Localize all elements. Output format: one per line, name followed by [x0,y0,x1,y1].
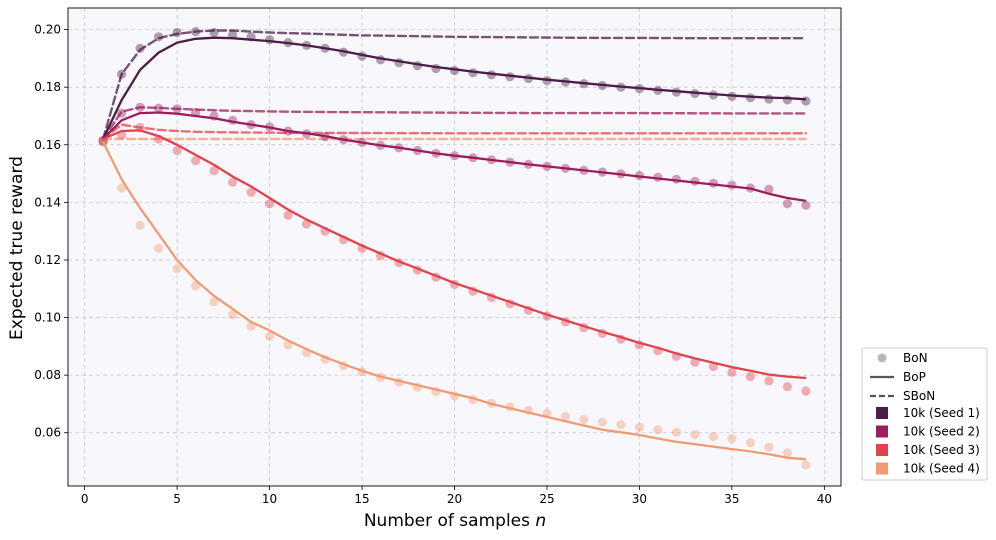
bon-point-seed-3 [209,166,219,176]
bon-point-seed-4 [209,297,219,307]
bon-point-seed-2 [764,184,774,194]
bon-point-seed-4 [228,310,238,320]
bon-point-seed-4 [727,433,737,444]
sbon-line-seed-1 [101,29,808,141]
bon-point-seed-3 [782,382,793,392]
x-tick-label: 5 [173,492,181,506]
sbon-lines [101,29,808,141]
bon-point-seed-4 [782,448,793,458]
legend-label-seed-2: 10k (Seed 2) [903,425,980,439]
bon-point-seed-3 [727,367,737,377]
x-tick-label: 25 [539,492,554,506]
bon-point-seed-4 [117,183,127,193]
bon-point-seed-3 [228,177,238,187]
legend-bop-label: BoP [903,370,926,384]
y-axis-label: Expected true reward [7,156,27,340]
bop-line-seed-3 [102,129,806,380]
bop-line-seed-2 [102,111,807,203]
y-tick-label: 0.08 [34,368,61,382]
y-tick-label: 0.18 [34,80,61,94]
sbon-line-seed-3 [101,123,808,141]
x-axis: 0 5 10 15 20 25 30 35 40 [81,486,832,506]
bon-point-seed-1 [209,27,219,38]
bon-point-seed-1 [801,96,811,106]
bon-point-seed-2 [172,104,182,114]
bon-point-seed-4 [560,412,571,422]
bon-point-seed-3 [801,386,811,396]
legend-swatch-seed-4 [876,462,888,475]
x-tick-label: 0 [81,492,89,506]
bon-point-seed-2 [154,103,164,113]
y-tick-label: 0.20 [34,23,61,37]
bon-point-seed-1 [782,95,793,105]
bon-point-seed-4 [801,460,811,470]
legend-swatch-seed-1 [876,407,888,419]
bop-line-seed-4 [102,141,806,461]
bon-point-seed-4 [653,425,663,435]
bon-point-seed-2 [117,108,127,118]
bon-point-seed-1 [117,69,127,79]
grid [68,8,841,486]
bon-point-seed-3 [745,372,756,382]
x-tick-label: 10 [262,492,277,506]
x-tick-label: 40 [817,492,832,506]
bon-point-seed-3 [172,145,182,156]
bon-point-seed-4 [579,414,589,425]
legend: BoN BoP SBoN 10k (Seed 1) 10k (Seed 2) 10k… [861,347,988,481]
x-axis-label: Number of samples n [364,511,546,531]
bon-point-seed-1 [154,32,164,42]
bon-point-seed-1 [172,27,182,38]
y-tick-label: 0.14 [34,195,61,209]
x-tick-label: 30 [632,492,647,506]
bon-markers [98,27,811,470]
x-tick-label: 35 [724,492,739,506]
y-axis: 0.06 0.08 0.10 0.12 0.14 0.16 0.18 0.20 [34,23,68,440]
bon-point-seed-1 [764,94,774,104]
legend-label-seed-1: 10k (Seed 1) [903,406,980,420]
legend-swatch-seed-2 [876,425,888,438]
bon-point-seed-4 [154,243,164,253]
bon-point-seed-4 [634,422,645,432]
bon-point-seed-3 [246,187,256,197]
legend-sbon-label: SBoN [903,389,935,403]
bon-point-seed-1 [135,43,145,53]
bon-point-seed-3 [764,376,774,386]
bop-lines [102,36,807,461]
legend-label-seed-4: 10k (Seed 4) [903,462,980,476]
bon-point-seed-4 [690,429,700,440]
y-tick-label: 0.06 [34,426,61,440]
bon-point-seed-4 [135,220,145,230]
bon-point-seed-1 [191,27,201,37]
bon-point-seed-4 [616,420,626,430]
bon-point-seed-2 [801,200,811,210]
legend-bon-marker [877,353,887,363]
bon-point-seed-2 [782,199,793,209]
bon-point-seed-4 [172,264,182,274]
y-tick-label: 0.12 [34,253,61,267]
y-tick-label: 0.16 [34,138,61,152]
bon-point-seed-4 [597,417,608,427]
x-tick-label: 15 [354,492,369,506]
bon-point-seed-4 [764,442,774,452]
legend-bon-label: BoN [903,351,928,365]
bon-point-seed-2 [135,102,145,112]
bon-point-seed-3 [283,210,293,220]
bop-line-seed-1 [102,36,806,140]
x-tick-label: 20 [447,492,462,506]
legend-frame [861,347,988,481]
y-tick-label: 0.10 [34,311,61,325]
legend-swatch-seed-3 [876,444,888,456]
bon-point-seed-4 [191,281,201,291]
bon-point-seed-3 [265,199,275,209]
bon-point-seed-4 [265,331,275,341]
bon-point-seed-3 [191,156,201,166]
legend-label-seed-3: 10k (Seed 3) [903,443,980,457]
bon-point-seed-4 [708,431,719,442]
bon-point-seed-4 [745,438,756,448]
sbon-line-seed-2 [101,106,808,141]
bon-point-seed-4 [671,427,682,437]
bon-point-seed-1 [265,35,275,45]
